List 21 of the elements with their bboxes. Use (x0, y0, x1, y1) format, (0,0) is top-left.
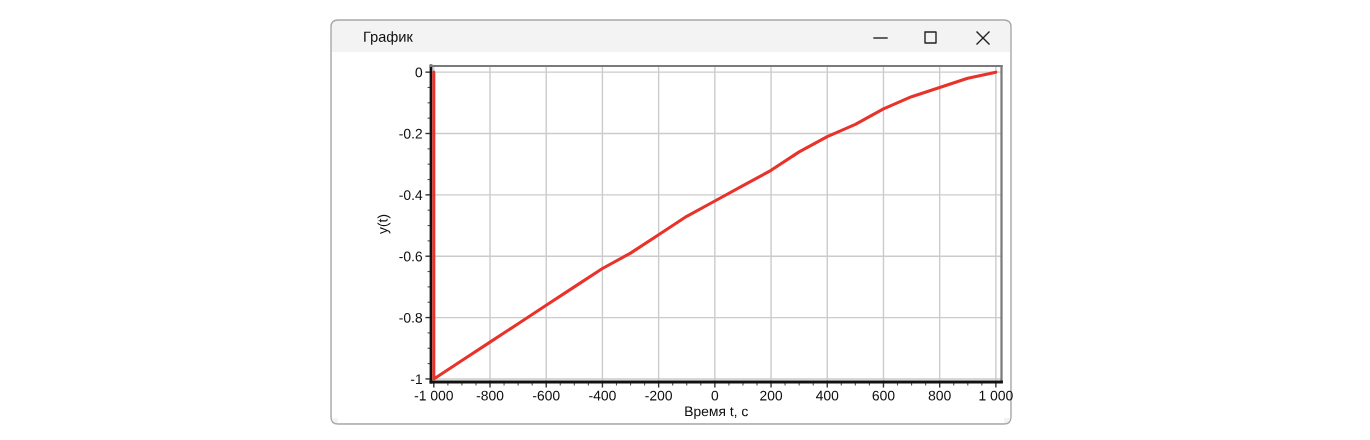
y-tick-label: -1 (410, 374, 422, 384)
x-axis-title: Время t, с (685, 406, 748, 420)
chart-title: График (364, 31, 413, 45)
y-tick-label: 0 (415, 67, 423, 78)
x-tick-label: 1 000 (979, 390, 1013, 401)
x-tick-label: 400 (815, 390, 839, 401)
y-tick-label: -0.8 (399, 312, 423, 323)
y-tick-label: -0.2 (399, 128, 422, 139)
x-tick-label: 600 (872, 390, 895, 401)
line-series (432, 70, 998, 381)
x-tick-label: -600 (532, 390, 560, 401)
x-tick-label: -400 (589, 390, 616, 401)
x-tick-label: 800 (928, 390, 951, 401)
x-tick-label: -800 (476, 390, 504, 401)
y-tick-label: -0.4 (399, 190, 423, 201)
y-axis-title: y(t) (377, 214, 391, 234)
x-tick-label: -200 (645, 390, 672, 401)
y-tick-label: -0.6 (399, 251, 423, 262)
x-tick-label: 200 (760, 390, 783, 401)
x-tick-label: -1 000 (414, 390, 453, 401)
x-tick-label: 0 (711, 390, 719, 401)
